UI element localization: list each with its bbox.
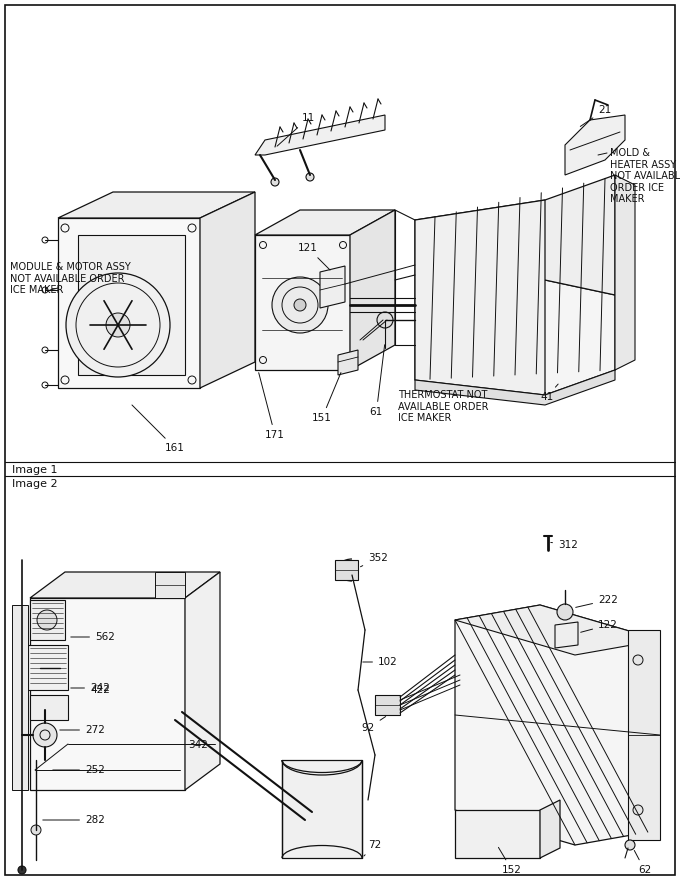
Text: 152: 152 <box>498 847 522 875</box>
Polygon shape <box>320 266 345 308</box>
Polygon shape <box>628 630 660 840</box>
Polygon shape <box>200 192 255 388</box>
Polygon shape <box>375 695 400 715</box>
Polygon shape <box>58 192 255 218</box>
Polygon shape <box>455 605 660 655</box>
Text: 122: 122 <box>581 620 618 633</box>
Text: 252: 252 <box>53 765 105 775</box>
Text: 342: 342 <box>188 740 208 750</box>
Polygon shape <box>565 115 625 175</box>
Circle shape <box>272 277 328 333</box>
Polygon shape <box>415 370 615 405</box>
Polygon shape <box>350 210 395 370</box>
Text: 61: 61 <box>370 345 385 417</box>
Polygon shape <box>255 235 350 370</box>
Text: Image 2: Image 2 <box>12 479 58 489</box>
Polygon shape <box>255 115 385 155</box>
Polygon shape <box>30 695 68 720</box>
Polygon shape <box>415 175 615 305</box>
Text: 151: 151 <box>312 372 341 423</box>
Circle shape <box>18 866 26 874</box>
Text: 72: 72 <box>364 840 381 856</box>
Circle shape <box>271 178 279 186</box>
Polygon shape <box>28 645 68 690</box>
Polygon shape <box>155 572 185 598</box>
Text: 242: 242 <box>71 683 110 693</box>
Circle shape <box>298 804 322 828</box>
Polygon shape <box>30 598 185 790</box>
Circle shape <box>66 273 170 377</box>
Circle shape <box>37 610 57 630</box>
Polygon shape <box>555 622 578 648</box>
Polygon shape <box>540 800 560 858</box>
Polygon shape <box>185 572 220 790</box>
Text: 121: 121 <box>298 243 330 270</box>
Circle shape <box>106 313 130 337</box>
Text: 92: 92 <box>362 716 386 733</box>
Circle shape <box>306 173 314 181</box>
Polygon shape <box>30 572 220 598</box>
Text: 282: 282 <box>43 815 105 825</box>
Circle shape <box>557 604 573 620</box>
Polygon shape <box>615 175 635 370</box>
Text: MOLD &
HEATER ASSY
NOT AVAILABLE
ORDER ICE
MAKER: MOLD & HEATER ASSY NOT AVAILABLE ORDER I… <box>610 148 680 204</box>
Circle shape <box>33 723 57 747</box>
Circle shape <box>377 312 393 328</box>
Text: 272: 272 <box>60 725 105 735</box>
Text: 171: 171 <box>258 373 285 440</box>
Text: 222: 222 <box>576 595 618 607</box>
Polygon shape <box>455 810 540 858</box>
Circle shape <box>625 840 635 850</box>
Text: 161: 161 <box>132 405 185 453</box>
Polygon shape <box>255 210 395 235</box>
Polygon shape <box>282 760 362 858</box>
Polygon shape <box>58 218 200 388</box>
Circle shape <box>633 655 643 665</box>
Text: 352: 352 <box>360 553 388 567</box>
Text: MODULE & MOTOR ASSY
NOT AVAILABLE ORDER
ICE MAKER: MODULE & MOTOR ASSY NOT AVAILABLE ORDER … <box>10 262 131 295</box>
Polygon shape <box>12 605 28 790</box>
Polygon shape <box>415 200 545 395</box>
Polygon shape <box>455 605 660 845</box>
Circle shape <box>31 825 41 835</box>
Text: 562: 562 <box>71 632 115 642</box>
Polygon shape <box>335 560 358 580</box>
Text: Image 1: Image 1 <box>12 465 58 475</box>
Text: THERMOSTAT NOT
AVAILABLE ORDER
ICE MAKER: THERMOSTAT NOT AVAILABLE ORDER ICE MAKER <box>398 390 488 423</box>
Text: 62: 62 <box>634 850 651 875</box>
Polygon shape <box>78 235 185 375</box>
Text: 102: 102 <box>362 657 398 667</box>
Circle shape <box>294 299 306 311</box>
Text: 41: 41 <box>540 384 558 402</box>
Text: 422: 422 <box>90 685 110 695</box>
Circle shape <box>633 805 643 815</box>
Text: 312: 312 <box>551 540 578 550</box>
Text: 21: 21 <box>580 105 611 127</box>
Polygon shape <box>415 280 615 395</box>
Text: 11: 11 <box>277 113 315 146</box>
Polygon shape <box>30 600 65 640</box>
Polygon shape <box>338 350 358 375</box>
